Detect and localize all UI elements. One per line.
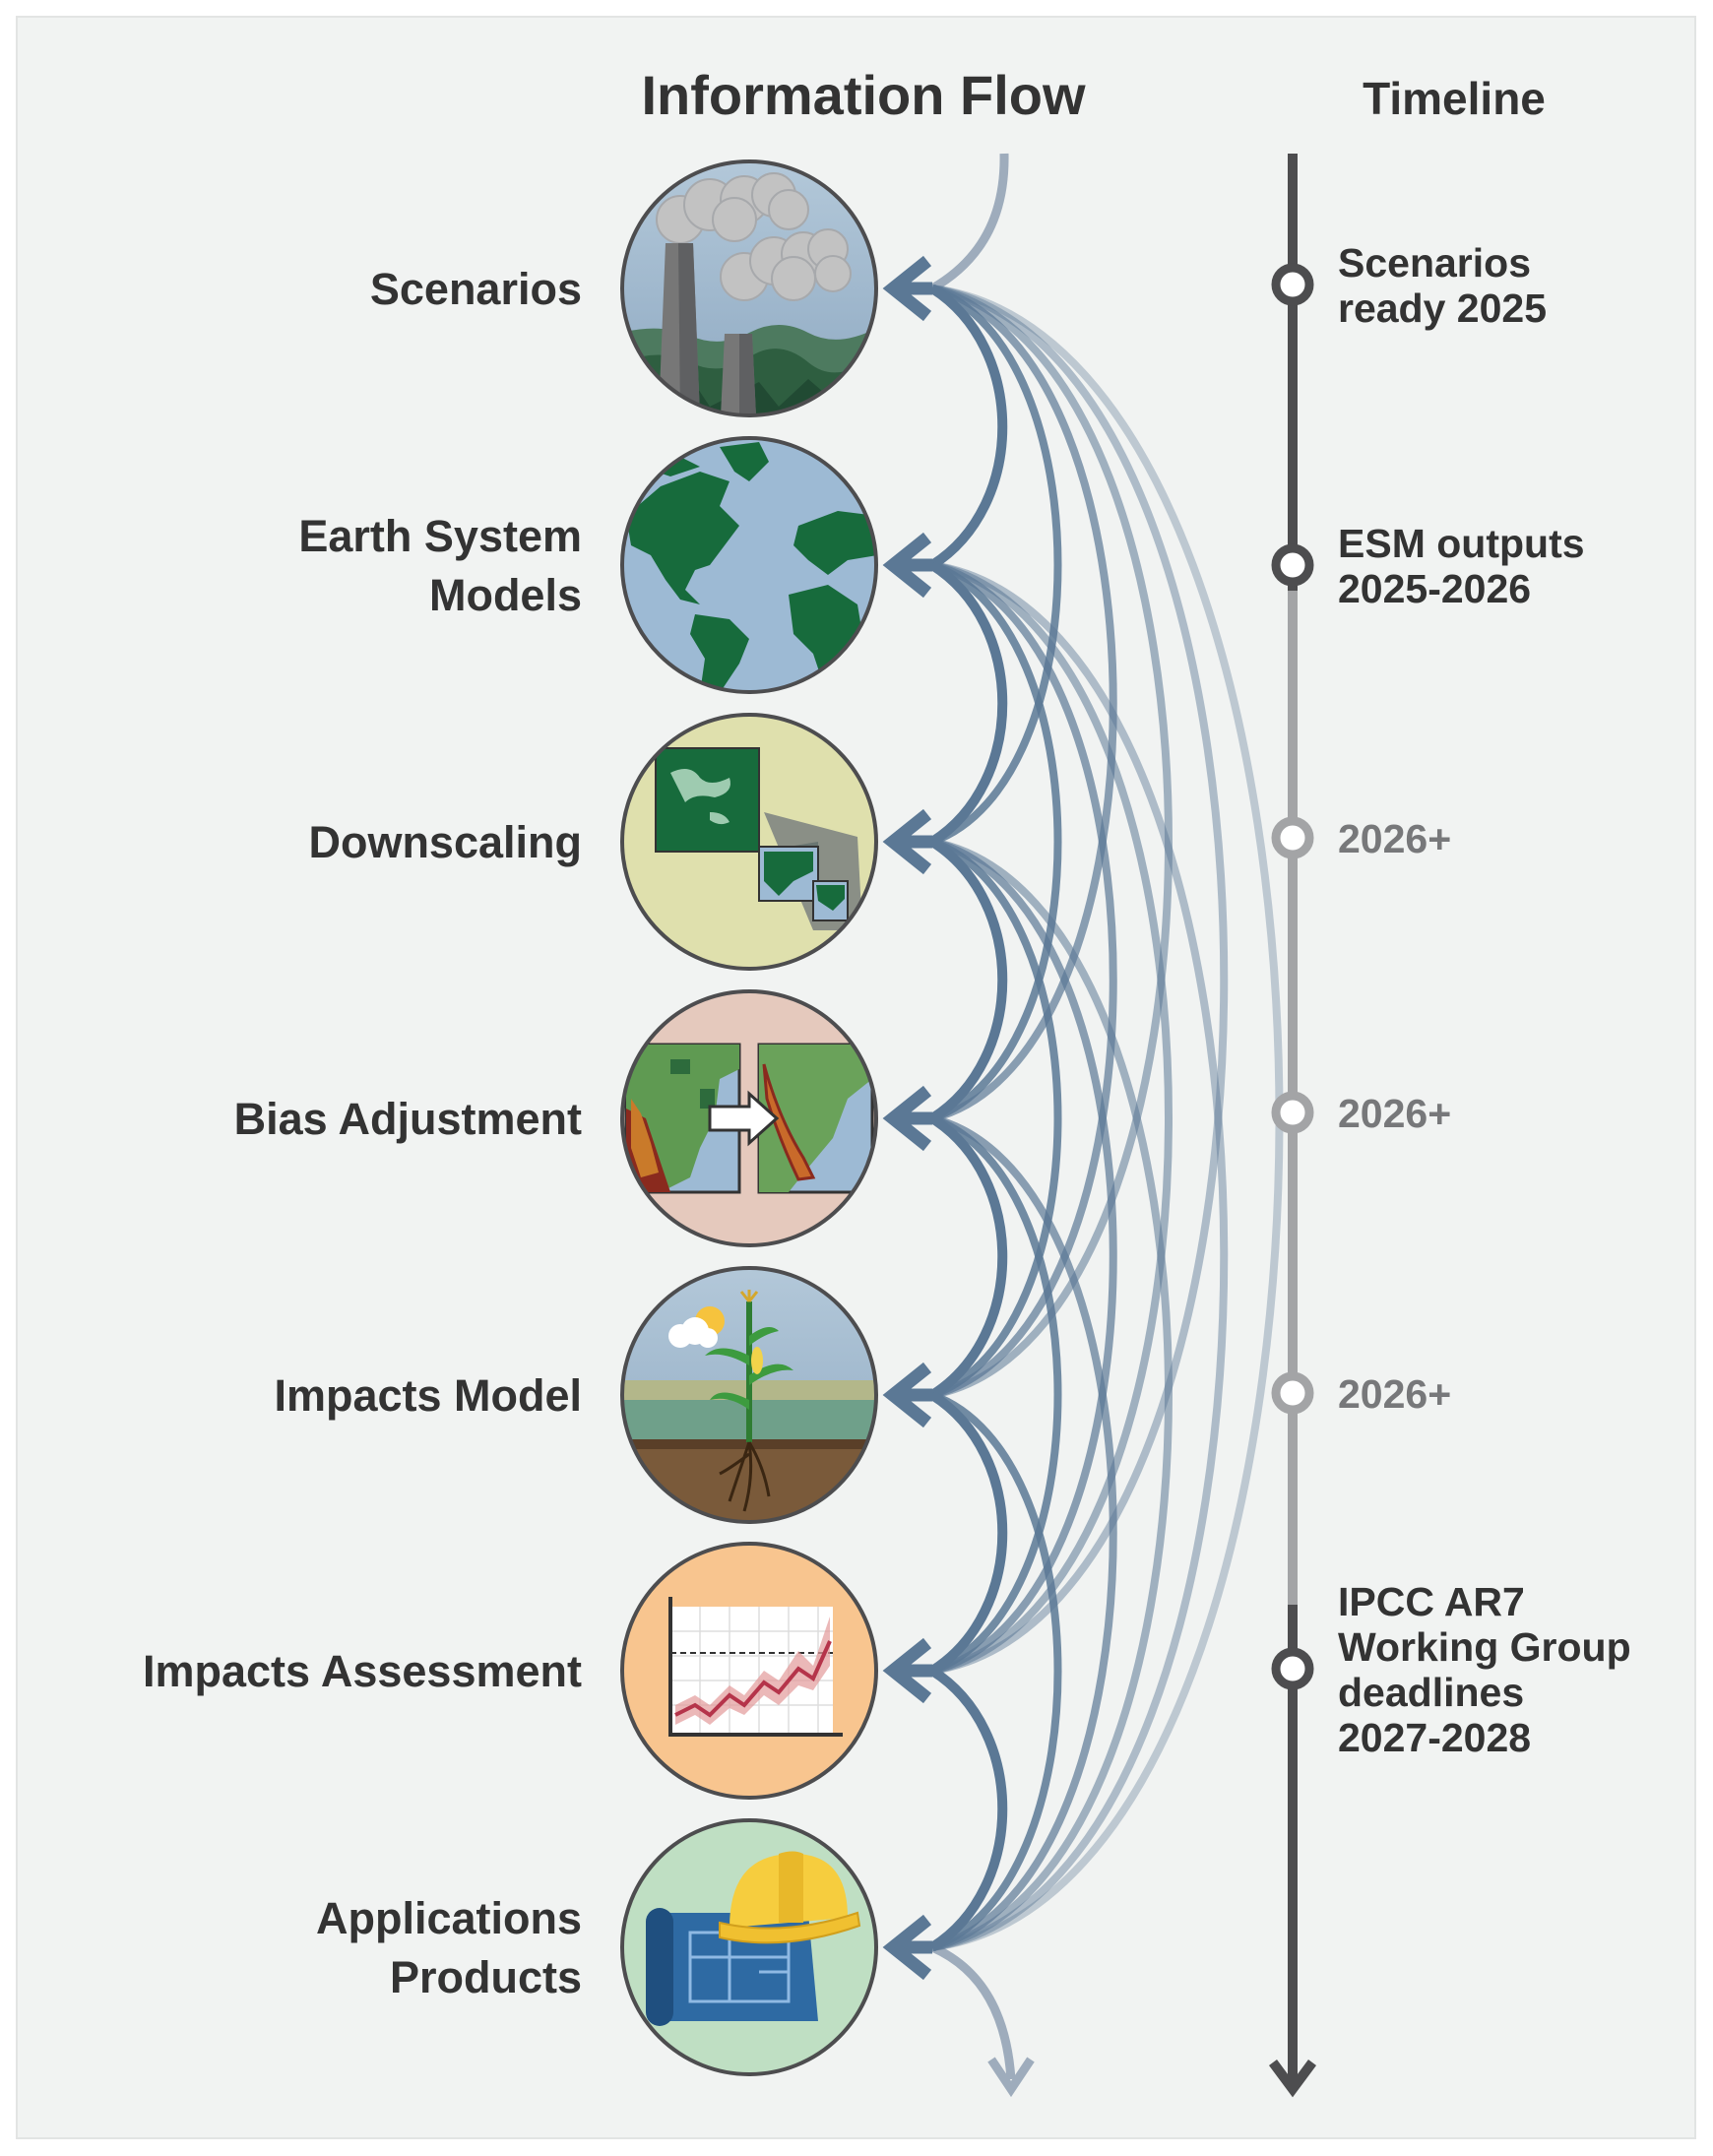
milestone-label: 2026+: [1338, 1371, 1451, 1417]
milestone-label-line: ready 2025: [1338, 285, 1547, 331]
milestone-label: ESM outputs 2025-2026: [1338, 521, 1585, 611]
milestone-label: Scenarios ready 2025: [1338, 240, 1547, 331]
smokestacks-icon: [620, 159, 878, 417]
milestone-label: 2026+: [1338, 816, 1451, 861]
flow-arc-earth-system-models-to-bias-adjustment: [930, 561, 1062, 1122]
flow-arc-bias-adjustment-to-impacts-model: [929, 1113, 1008, 1400]
stage-label-line: Earth System: [298, 511, 582, 561]
flow-arc-scenarios-to-earth-system-models: [929, 284, 1008, 570]
entry-flow-arrow: [929, 153, 1009, 292]
corn-plant-icon: [620, 1266, 878, 1524]
stage-label-earth-system-models: Earth System Models: [298, 511, 582, 620]
arrowhead-scenarios: [882, 255, 932, 322]
stage-label-line: Downscaling: [308, 817, 582, 867]
stage-label-line: Applications: [316, 1893, 582, 1943]
stages: Scenarios Earth System Models Downscaling Bi…: [143, 264, 582, 2002]
stage-label-line: Products: [390, 1952, 582, 2002]
milestone-label-line: 2025-2026: [1338, 566, 1531, 611]
timeline-marker: [1271, 1647, 1314, 1690]
line-chart-icon: [620, 1542, 878, 1800]
timeline-marker: [1271, 1371, 1314, 1415]
flow-arc-downscaling-to-bias-adjustment: [929, 837, 1008, 1123]
timeline-marker: [1271, 816, 1314, 859]
milestone-label-line: 2026+: [1338, 816, 1451, 861]
milestone-label-line: 2026+: [1338, 1371, 1451, 1417]
arrowhead-bias-adjustment: [882, 1085, 932, 1152]
flow-arc-scenarios-to-bias-adjustment: [931, 285, 1117, 1122]
map-comparison-icon: [620, 989, 878, 1247]
timeline-arrowhead: [1268, 2060, 1317, 2098]
timeline-marker: [1271, 1091, 1314, 1134]
timeline-title: Timeline: [1363, 73, 1546, 124]
stage-label-line: Bias Adjustment: [234, 1094, 582, 1144]
milestone-label-line: Working Group: [1338, 1624, 1631, 1670]
milestone-label-line: Scenarios: [1338, 240, 1531, 285]
flow-arc-earth-system-models-to-applications-products: [931, 561, 1229, 1951]
stage-label-line: Impacts Model: [274, 1370, 582, 1421]
blueprint-hardhat-icon: [620, 1818, 878, 2076]
stage-label-downscaling: Downscaling: [308, 817, 582, 867]
flow-arc-impacts-model-to-impacts-assessment: [929, 1390, 1008, 1676]
flow-arcs: [882, 153, 1284, 2098]
timeline-marker: [1271, 263, 1314, 306]
flow-arc-impacts-assessment-to-applications-products: [929, 1666, 1008, 1952]
milestone-label-line: 2027-2028: [1338, 1715, 1531, 1760]
stage-label-line: Impacts Assessment: [143, 1646, 582, 1696]
stage-label-line: Scenarios: [370, 264, 582, 314]
flow-arc-scenarios-to-impacts-assessment: [931, 285, 1229, 1675]
stage-label-bias-adjustment: Bias Adjustment: [234, 1094, 582, 1144]
milestone-label: IPCC AR7 Working Group deadlines 2027-2028: [1338, 1579, 1631, 1760]
timeline-marker: [1271, 543, 1314, 587]
flow-arc-earth-system-models-to-impacts-model: [931, 561, 1117, 1399]
stage-label-applications-products: Applications Products: [316, 1893, 582, 2002]
arrowhead-earth-system-models: [882, 532, 932, 599]
flow-arc-impacts-model-to-applications-products: [930, 1391, 1062, 1951]
milestone-label-line: 2026+: [1338, 1091, 1451, 1136]
stage-label-impacts-assessment: Impacts Assessment: [143, 1646, 582, 1696]
exit-arrowhead: [987, 2057, 1035, 2098]
information-flow-title: Information Flow: [641, 64, 1086, 126]
flow-arc-bias-adjustment-to-applications-products: [931, 1114, 1117, 1951]
arrowhead-impacts-assessment: [882, 1637, 932, 1704]
stage-label-impacts-model: Impacts Model: [274, 1370, 582, 1421]
flow-arc-downscaling-to-impacts-model: [930, 838, 1062, 1399]
stage-label-scenarios: Scenarios: [370, 264, 582, 314]
arrowhead-downscaling: [882, 808, 932, 875]
zoomed-maps-icon: [620, 713, 878, 971]
arrowhead-applications-products: [882, 1914, 932, 1981]
milestone-label: 2026+: [1338, 1091, 1451, 1136]
flow-arc-downscaling-to-impacts-assessment: [931, 838, 1117, 1675]
flow-arc-earth-system-models-to-downscaling: [929, 560, 1008, 847]
flow-arc-bias-adjustment-to-impacts-assessment: [930, 1114, 1062, 1675]
milestone-label-line: IPCC AR7: [1338, 1579, 1525, 1624]
arrowhead-impacts-model: [882, 1362, 932, 1428]
exit-flow-arrow: [930, 1942, 1016, 2080]
milestone-label-line: deadlines: [1338, 1670, 1524, 1715]
globe-icon: [620, 436, 878, 694]
milestone-label-line: ESM outputs: [1338, 521, 1585, 566]
stage-label-line: Models: [429, 570, 582, 620]
flow-arc-scenarios-to-downscaling: [930, 285, 1062, 846]
